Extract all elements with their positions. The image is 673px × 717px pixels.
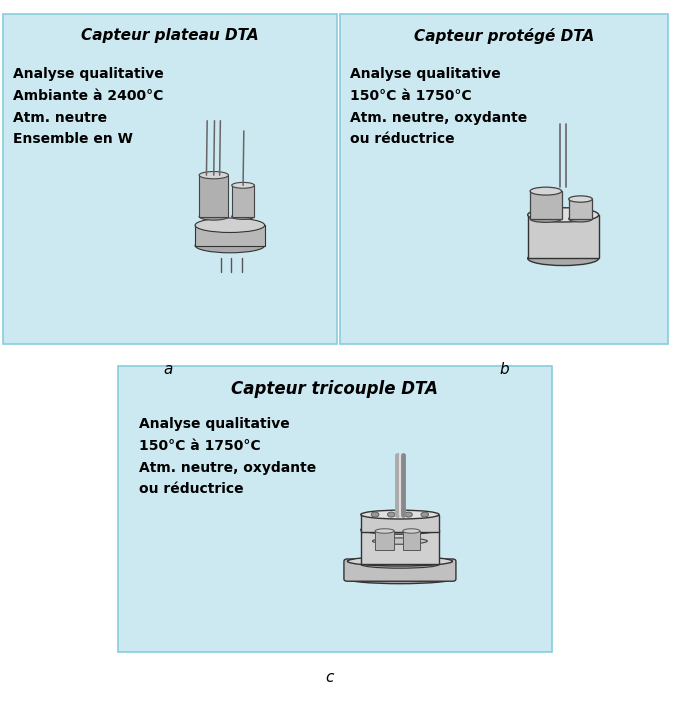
Text: Analyse qualitative
150°C à 1750°C
Atm. neutre, oxydante
ou réductrice: Analyse qualitative 150°C à 1750°C Atm. … — [350, 67, 527, 146]
FancyBboxPatch shape — [361, 530, 439, 564]
Ellipse shape — [361, 526, 439, 534]
FancyBboxPatch shape — [403, 531, 420, 550]
Ellipse shape — [375, 528, 394, 533]
FancyBboxPatch shape — [232, 185, 254, 217]
Circle shape — [371, 512, 379, 517]
Text: Analyse qualitative
Ambiante à 2400°C
Atm. neutre
Ensemble en W: Analyse qualitative Ambiante à 2400°C At… — [13, 67, 164, 146]
Ellipse shape — [361, 511, 439, 519]
Ellipse shape — [569, 196, 592, 202]
FancyBboxPatch shape — [118, 366, 552, 652]
Ellipse shape — [361, 561, 439, 568]
Circle shape — [421, 512, 429, 517]
FancyBboxPatch shape — [199, 175, 228, 217]
FancyBboxPatch shape — [569, 199, 592, 219]
Text: Capteur tricouple DTA: Capteur tricouple DTA — [232, 380, 438, 398]
Ellipse shape — [528, 208, 599, 222]
Ellipse shape — [347, 574, 452, 584]
Ellipse shape — [569, 216, 592, 222]
Ellipse shape — [199, 213, 228, 220]
Ellipse shape — [373, 538, 427, 544]
Ellipse shape — [232, 214, 254, 219]
FancyBboxPatch shape — [195, 225, 264, 245]
Text: a: a — [164, 362, 173, 376]
FancyBboxPatch shape — [344, 559, 456, 581]
Circle shape — [388, 512, 395, 517]
Ellipse shape — [195, 238, 264, 253]
Text: c: c — [326, 670, 334, 685]
Ellipse shape — [530, 215, 561, 222]
Ellipse shape — [199, 171, 228, 179]
Ellipse shape — [347, 556, 452, 566]
FancyBboxPatch shape — [340, 14, 668, 344]
FancyBboxPatch shape — [530, 191, 561, 219]
Ellipse shape — [195, 218, 264, 232]
Text: b: b — [500, 362, 509, 376]
Text: Analyse qualitative
150°C à 1750°C
Atm. neutre, oxydante
ou réductrice: Analyse qualitative 150°C à 1750°C Atm. … — [139, 417, 317, 496]
Ellipse shape — [403, 528, 420, 533]
FancyBboxPatch shape — [3, 14, 336, 344]
Ellipse shape — [528, 251, 599, 265]
FancyBboxPatch shape — [375, 531, 394, 550]
Circle shape — [404, 512, 413, 517]
Text: Capteur protégé DTA: Capteur protégé DTA — [414, 27, 594, 44]
Text: Capteur plateau DTA: Capteur plateau DTA — [81, 27, 258, 42]
FancyBboxPatch shape — [361, 515, 439, 532]
Ellipse shape — [530, 187, 561, 195]
Ellipse shape — [232, 182, 254, 189]
FancyBboxPatch shape — [528, 215, 599, 258]
